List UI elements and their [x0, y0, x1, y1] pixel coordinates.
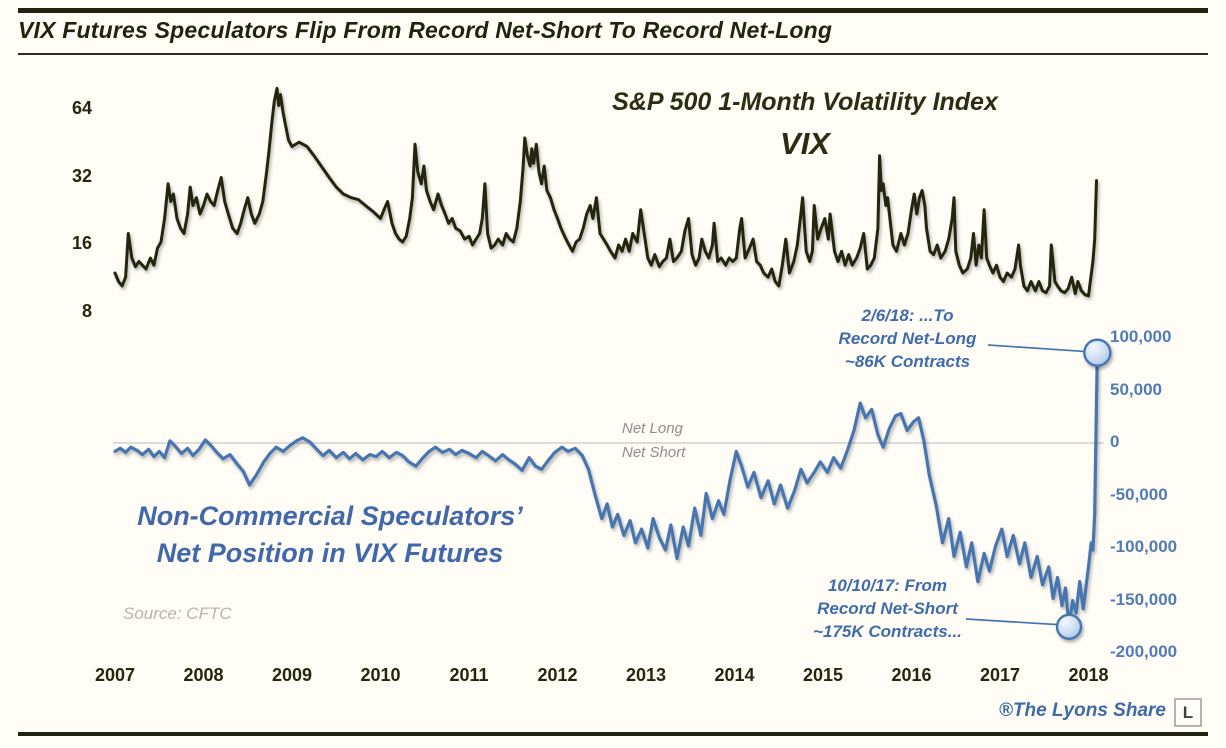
brand-text: ®The Lyons Share	[998, 700, 1166, 721]
x-tick-label: 2017	[979, 665, 1021, 685]
annotation-record-net-short-line2: Record Net-Short	[817, 599, 958, 618]
x-tick-label: 2012	[537, 665, 578, 685]
net-position-panel-title: Non-Commercial Speculators’ Net Position…	[115, 498, 545, 572]
y-tick-label-vix: 32	[71, 165, 92, 186]
net-short-label: Net Short	[622, 444, 686, 461]
y-tick-label-net-position: -50,000	[1110, 484, 1168, 504]
x-tick-label: 2007	[94, 665, 136, 685]
x-tick-label: 2016	[891, 665, 932, 685]
y-tick-label-net-position: 0	[1110, 432, 1120, 451]
brand-logo-icon: L	[1174, 698, 1202, 727]
y-tick-label-vix: 16	[71, 233, 92, 253]
title-rule	[18, 53, 1208, 55]
annotation-record-net-short: 10/10/17: From Record Net-Short ~175K Co…	[790, 574, 985, 643]
x-tick-label: 2011	[449, 665, 489, 685]
annotation-record-net-long-line2: Record Net-Long	[838, 329, 977, 348]
y-tick-label-vix: 8	[81, 300, 92, 321]
annotation-record-net-short-line1: 10/10/17: From	[827, 576, 948, 595]
y-tick-label-net-position: -200,000	[1110, 642, 1178, 661]
annotation-connector-net-short	[965, 618, 1061, 626]
annotation-record-net-long: 2/6/18: ...To Record Net-Long ~86K Contr…	[820, 304, 995, 373]
source-note: Source: CFTC	[123, 604, 232, 623]
net-long-label: Net Long	[622, 420, 683, 437]
annotation-connector-net-long	[987, 344, 1089, 353]
net-position-line	[113, 351, 1099, 629]
x-tick-label: 2009	[271, 665, 313, 685]
net-position-panel-title-line2: Net Position in VIX Futures	[156, 538, 504, 568]
annotation-record-net-short-line3: ~175K Contracts...	[813, 622, 962, 641]
vix-panel-title: S&P 500 1-Month Volatility Index	[612, 88, 998, 116]
bottom-rule	[18, 732, 1208, 736]
net-position-panel-title-line1: Non-Commercial Speculators’	[137, 501, 523, 531]
x-tick-label: 2010	[360, 665, 401, 685]
page-title: VIX Futures Speculators Flip From Record…	[18, 17, 833, 43]
x-tick-label: 2015	[802, 665, 844, 685]
y-tick-label-net-position: 100,000	[1110, 327, 1172, 346]
y-tick-label-net-position: 50,000	[1110, 379, 1162, 399]
top-rule	[18, 8, 1208, 13]
record-net-long-marker	[1083, 338, 1112, 367]
y-tick-label-net-position: -150,000	[1110, 589, 1178, 609]
y-tick-label-net-position: -100,000	[1110, 537, 1178, 556]
x-tick-label: 2013	[625, 665, 667, 685]
annotation-record-net-long-line3: ~86K Contracts	[844, 352, 971, 371]
vix-panel-subtitle: VIX	[780, 126, 830, 161]
annotation-record-net-long-line1: 2/6/18: ...To	[861, 306, 954, 325]
x-tick-label: 2008	[183, 665, 224, 685]
vix-line	[113, 86, 1098, 298]
x-tick-label: 2014	[714, 665, 755, 685]
record-net-short-marker	[1055, 613, 1083, 640]
x-tick-label: 2018	[1068, 665, 1109, 685]
y-tick-label-vix: 64	[71, 98, 92, 118]
